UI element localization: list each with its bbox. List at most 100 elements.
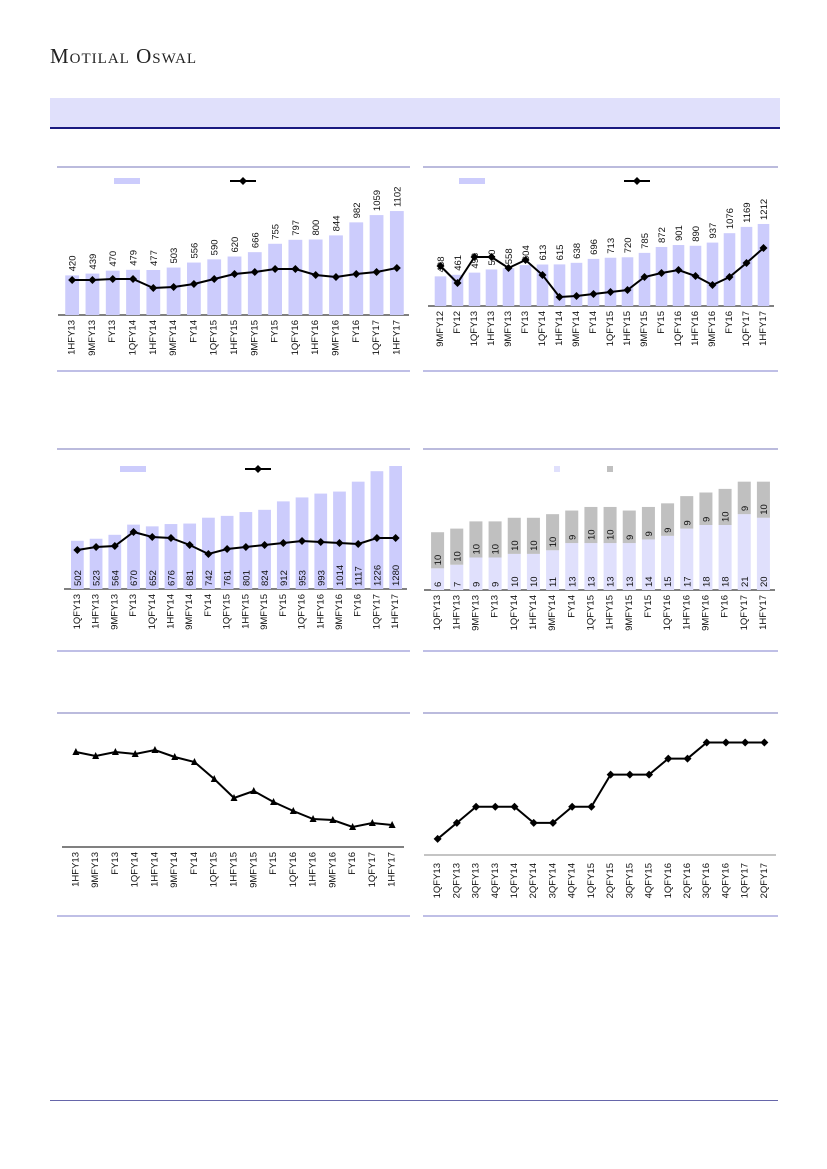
legend-bar-swatch <box>114 178 140 184</box>
x-tick-label: 9MFY16 <box>334 594 345 630</box>
bar-value-label: 1102 <box>392 187 403 207</box>
line-point <box>640 273 649 281</box>
x-tick-label: FY14 <box>588 311 599 334</box>
line-point <box>683 754 692 763</box>
stack-bottom-label: 13 <box>606 576 617 587</box>
line-point <box>645 770 654 779</box>
x-tick-label: 1QFY15 <box>585 595 596 630</box>
line-point <box>472 802 481 811</box>
bar <box>370 471 384 589</box>
chart-5: 1HFY13 9MFY13 FY13 1QFY14 1HFY14 9MFY14 FY14 1Q… <box>57 712 410 917</box>
stack-bottom-label: 13 <box>586 576 597 587</box>
bar <box>587 258 600 306</box>
line-point <box>250 268 259 276</box>
x-tick-label: 1QFY14 <box>130 852 141 887</box>
stack-segment-top <box>680 496 694 529</box>
x-tick-label: 1QFY13 <box>72 594 83 629</box>
x-tick-label: 9MFY13 <box>503 311 514 347</box>
bar <box>227 256 242 315</box>
bar-value-label: 1212 <box>759 199 770 220</box>
line-point <box>352 270 361 278</box>
bar-value-label: 502 <box>73 570 84 586</box>
line-point <box>760 738 769 747</box>
stack-top-label: 10 <box>586 529 597 540</box>
x-tick-label: 9MFY14 <box>547 595 558 631</box>
stack-bottom-label: 17 <box>682 576 693 587</box>
line-point <box>131 750 139 757</box>
bar-value-label: 937 <box>708 223 719 239</box>
x-tick-label: FY15 <box>268 852 279 875</box>
line-point <box>657 269 666 277</box>
x-tick-label: 4QFY15 <box>644 863 655 898</box>
line-point <box>92 543 101 551</box>
stack-segment-bottom <box>603 543 617 590</box>
bar-value-label: 800 <box>311 220 322 236</box>
stack-top-label: 10 <box>491 544 502 555</box>
legend-diamond-marker <box>239 177 247 185</box>
line-point <box>453 279 462 287</box>
x-tick-label: 1QFY17 <box>740 863 751 898</box>
stack-segment-top <box>622 510 636 544</box>
bar-value-label: 652 <box>148 570 159 586</box>
stack-segment-top <box>737 481 751 515</box>
bar <box>247 252 262 315</box>
x-tick-label: 1QFY17 <box>371 594 382 629</box>
stack-top-label: 9 <box>740 506 751 511</box>
bar-value-label: 670 <box>129 570 140 586</box>
x-tick-label: 1QFY16 <box>288 852 299 887</box>
stack-top-label: 9 <box>663 528 674 533</box>
stack-segment-bottom <box>469 557 483 590</box>
bar <box>451 274 464 306</box>
line-point <box>204 550 213 558</box>
bar-value-label: 613 <box>538 245 549 261</box>
line-point <box>708 281 717 289</box>
x-tick-label: 9MFY16 <box>707 311 718 347</box>
x-tick-label: 1HFY14 <box>528 595 539 630</box>
bar <box>519 265 532 306</box>
stack-top-label: 9 <box>567 535 578 540</box>
x-tick-label: 1QFY16 <box>297 594 308 629</box>
x-tick-label: 1HFY13 <box>451 595 462 630</box>
stack-bottom-label: 20 <box>759 576 770 587</box>
line-point <box>151 746 159 753</box>
x-tick-label: FY15 <box>278 594 289 617</box>
bar-value-label: 1280 <box>391 565 402 586</box>
stack-top-label: 10 <box>606 529 617 540</box>
bar-value-label: 470 <box>108 251 119 267</box>
line-point <box>625 770 634 779</box>
x-tick-label: 3QFY16 <box>701 863 712 898</box>
line-point <box>73 546 82 554</box>
stack-segment-bottom <box>661 535 675 590</box>
line-point <box>311 271 320 279</box>
line-point <box>129 528 138 536</box>
line-point <box>279 539 288 547</box>
x-tick-label: 1HFY14 <box>165 594 176 629</box>
stack-segment-top <box>526 517 540 554</box>
line-point <box>291 265 300 273</box>
bar <box>183 523 197 589</box>
x-tick-label: 9MFY16 <box>330 320 341 356</box>
x-tick-label: 1QFY15 <box>209 320 220 355</box>
bar-value-label: 681 <box>185 570 196 586</box>
bar-value-label: 801 <box>241 570 252 586</box>
bar-value-label: 696 <box>589 239 600 255</box>
x-tick-label: FY13 <box>128 594 139 617</box>
bar-value-label: 523 <box>92 570 103 586</box>
line-point <box>241 543 250 551</box>
x-tick-label: 2QFY17 <box>759 863 770 898</box>
stack-segment-bottom <box>737 514 751 590</box>
stack-segment-bottom <box>622 543 636 590</box>
stack-bottom-label: 9 <box>471 582 482 587</box>
bar <box>672 245 685 306</box>
chart-4: 1QFY13 1HFY13 9MFY13 FY13 1QFY14 1HFY14 9MFY14… <box>423 448 778 652</box>
x-tick-label: 2QFY13 <box>451 863 462 898</box>
bar-value-label: 604 <box>521 245 532 261</box>
bar-value-label: 755 <box>271 224 282 240</box>
x-tick-label: 4QFY13 <box>490 863 501 898</box>
bar <box>268 243 282 315</box>
line-point <box>433 834 442 843</box>
stack-top-label: 10 <box>759 504 770 515</box>
line-point <box>185 541 194 549</box>
stack-top-label: 10 <box>529 540 540 551</box>
x-tick-label: 9MFY14 <box>168 320 179 356</box>
